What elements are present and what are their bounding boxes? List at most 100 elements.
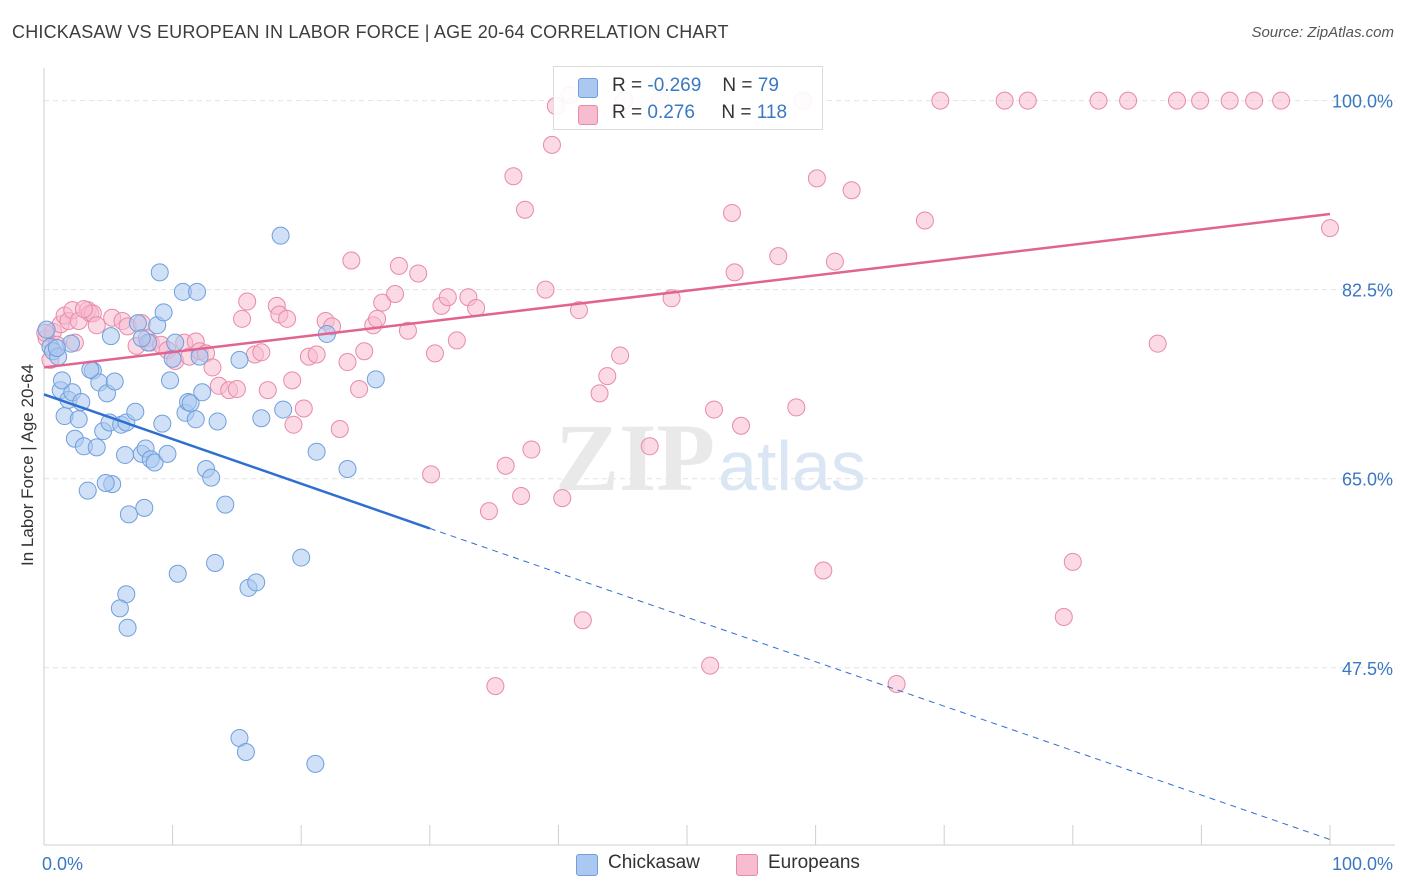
- europeans-point: [438, 288, 457, 307]
- europeans-point: [398, 321, 417, 340]
- europeans-trendline: [43, 212, 1331, 369]
- y-axis-label: In Labor Force | Age 20-64: [18, 364, 37, 566]
- chickasaw-point: [105, 372, 124, 391]
- chickasaw-point: [193, 383, 212, 402]
- watermark-zip: ZIP: [555, 404, 715, 511]
- chickasaw-legend-swatch: [576, 854, 598, 876]
- europeans-point: [590, 384, 609, 403]
- europeans-point: [573, 611, 592, 630]
- chart-source: Source: ZipAtlas.com: [1251, 24, 1394, 41]
- chickasaw-point: [150, 263, 169, 282]
- europeans-point: [203, 358, 222, 377]
- europeans-point: [284, 415, 303, 434]
- chickasaw-point: [292, 548, 311, 567]
- europeans-point: [368, 309, 387, 328]
- europeans-point: [1063, 552, 1082, 571]
- europeans-point: [338, 353, 357, 372]
- europeans-point: [931, 91, 950, 110]
- europeans-point: [915, 211, 934, 230]
- chickasaw-point: [78, 481, 97, 500]
- y-tick-label: 65.0%: [1342, 470, 1393, 490]
- chickasaw-point: [158, 444, 177, 463]
- europeans-point: [1220, 91, 1239, 110]
- stats-legend: R = -0.269 N = 79 R = 0.276 N = 118: [553, 66, 823, 130]
- europeans-point: [227, 380, 246, 399]
- y-tick-label: 82.5%: [1342, 281, 1393, 301]
- europeans-point: [787, 398, 806, 417]
- chickasaw-legend-label: Chickasaw: [608, 852, 700, 873]
- chickasaw-point: [216, 495, 235, 514]
- chart-title: CHICKASAW VS EUROPEAN IN LABOR FORCE | A…: [12, 22, 729, 42]
- europeans-point: [1321, 219, 1339, 238]
- chickasaw-point: [47, 338, 66, 357]
- chickasaw-point: [247, 573, 266, 592]
- chickasaw-point: [306, 754, 325, 773]
- chickasaw-point: [145, 453, 164, 472]
- chickasaw-point: [128, 314, 147, 333]
- europeans-point: [536, 280, 555, 299]
- europeans-point: [1167, 91, 1186, 110]
- europeans-point: [258, 381, 277, 400]
- europeans-point: [542, 135, 561, 154]
- europeans-point: [87, 316, 106, 335]
- chickasaw-point: [230, 350, 249, 369]
- chickasaw-trendline-extension: [429, 527, 1331, 840]
- x-tick-label: 100.0%: [1332, 854, 1393, 874]
- europeans-point: [598, 367, 617, 386]
- chickasaw-point: [132, 329, 151, 348]
- r-label: R =: [612, 102, 643, 123]
- chickasaw-point: [168, 564, 187, 583]
- europeans-point: [496, 456, 515, 475]
- europeans-point: [705, 400, 724, 419]
- europeans-point: [330, 420, 349, 439]
- europeans-point: [769, 247, 788, 266]
- europeans-point: [238, 292, 257, 311]
- europeans-point: [995, 91, 1014, 110]
- n-value-chickasaw: 79: [757, 75, 779, 96]
- y-tick-label: 47.5%: [1342, 659, 1393, 679]
- stats-row-chickasaw-text: R = -0.269 N = 79: [612, 75, 779, 97]
- europeans-point: [283, 371, 302, 390]
- europeans-point: [294, 399, 313, 418]
- europeans-point: [701, 656, 720, 675]
- r-value-chickasaw: -0.269: [647, 75, 702, 96]
- europeans-point: [1018, 91, 1037, 110]
- chickasaw-point: [118, 618, 137, 637]
- chickasaw-point: [161, 371, 180, 390]
- chickasaw-point: [202, 468, 221, 487]
- chickasaw-point: [135, 498, 154, 517]
- chickasaw-point: [96, 474, 115, 493]
- chickasaw-point: [307, 442, 326, 461]
- chickasaw-point: [338, 459, 357, 478]
- chickasaw-point: [69, 410, 88, 429]
- r-value-europeans: 0.276: [647, 102, 695, 123]
- europeans-point: [389, 256, 408, 275]
- chickasaw-point: [236, 743, 255, 762]
- europeans-legend-swatch: [736, 854, 758, 876]
- chickasaw-point: [87, 438, 106, 457]
- europeans-point: [342, 251, 361, 270]
- europeans-point: [422, 465, 441, 484]
- europeans-point: [522, 440, 541, 459]
- europeans-point: [515, 200, 534, 219]
- chickasaw-point: [181, 394, 200, 413]
- europeans-point: [1148, 334, 1167, 353]
- n-value-europeans: 118: [756, 102, 788, 123]
- europeans-point: [233, 309, 252, 328]
- europeans-point: [425, 344, 444, 363]
- chickasaw-swatch: [578, 78, 598, 98]
- europeans-swatch: [578, 105, 598, 125]
- europeans-point: [486, 677, 505, 696]
- europeans-point: [725, 263, 744, 282]
- europeans-point: [350, 380, 369, 399]
- chickasaw-point: [186, 410, 205, 429]
- n-label: N =: [721, 102, 752, 123]
- europeans-point: [611, 346, 630, 365]
- europeans-legend-label: Europeans: [768, 852, 860, 873]
- europeans-point: [1191, 91, 1210, 110]
- chickasaw-point: [153, 414, 172, 433]
- europeans-point: [825, 252, 844, 271]
- europeans-point: [1119, 91, 1138, 110]
- chickasaw-point: [37, 320, 56, 339]
